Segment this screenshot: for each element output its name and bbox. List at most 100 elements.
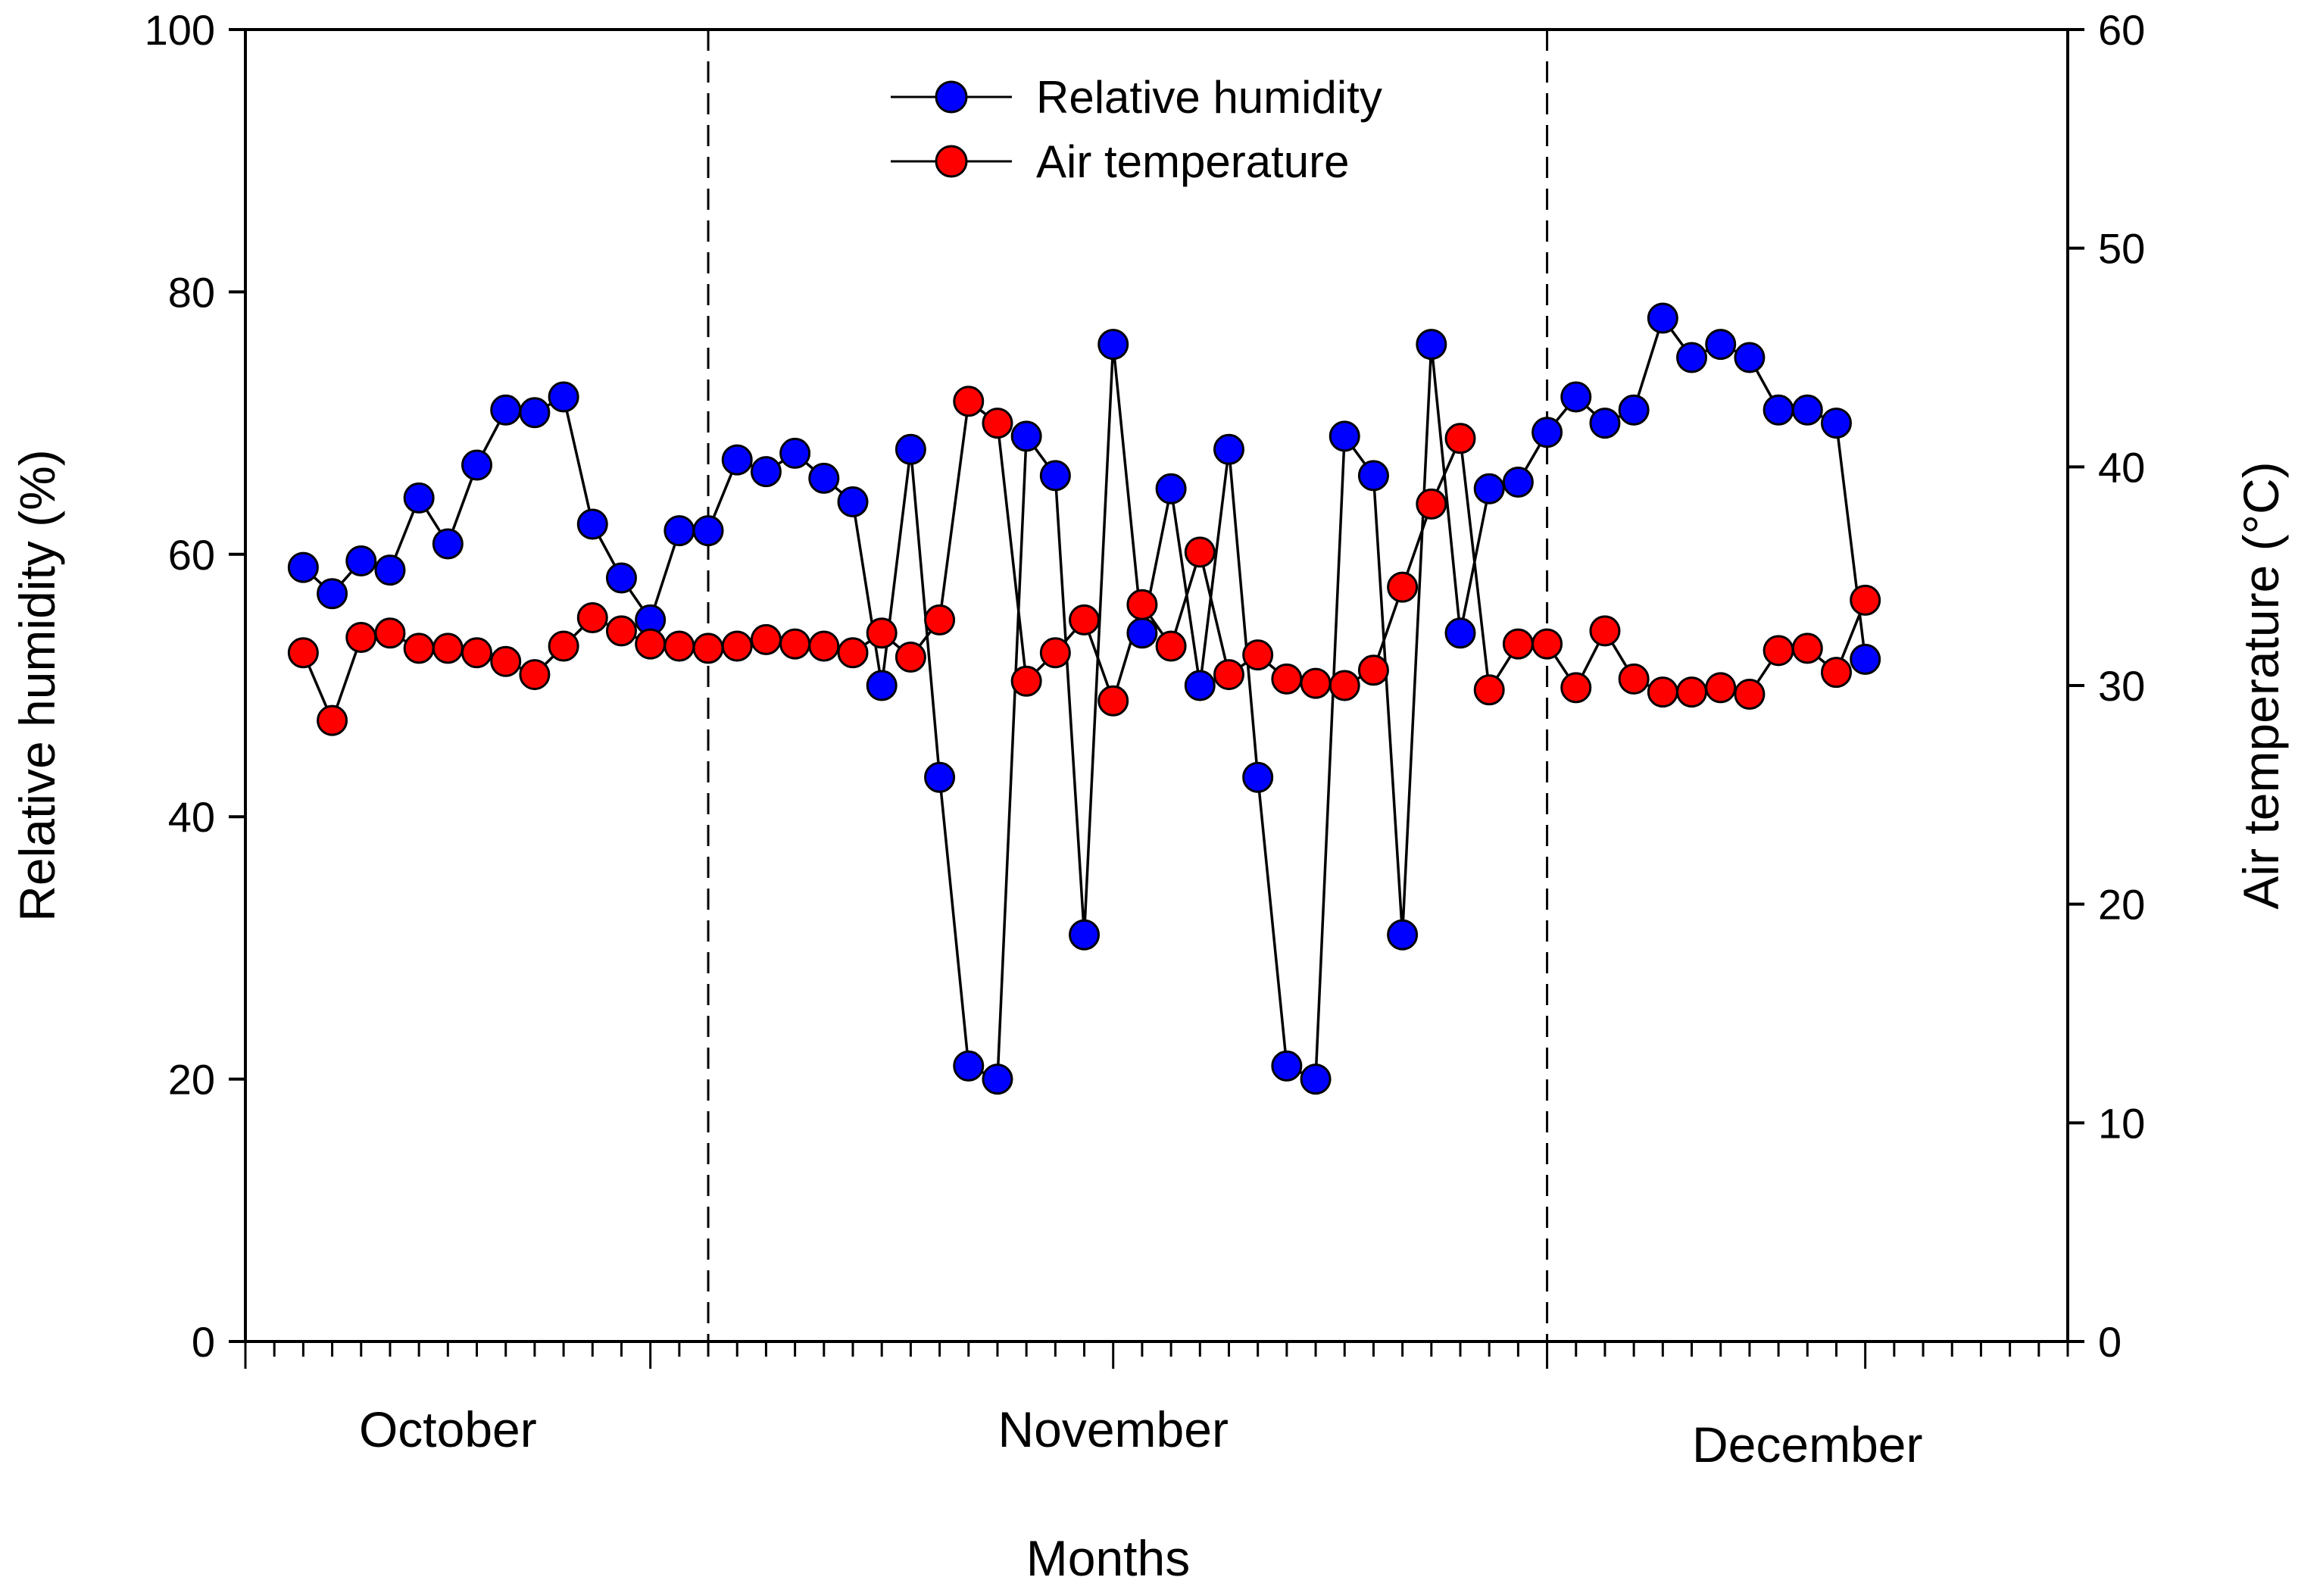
data-point-relative-humidity [490, 394, 522, 426]
data-point-air-temperature [1618, 663, 1650, 695]
data-point-relative-humidity [1850, 643, 1881, 675]
data-point-relative-humidity [548, 381, 579, 413]
y-axis-title-right: Air temperature (°C) [2233, 461, 2289, 909]
data-point-relative-humidity [1155, 473, 1187, 504]
data-point-air-temperature [1184, 536, 1216, 568]
month-label-december: December [1692, 1416, 1922, 1473]
data-point-relative-humidity [1271, 1050, 1303, 1082]
legend-label-air-temperature: Air temperature [1036, 136, 1350, 187]
y-tick-label-right: 20 [2098, 881, 2145, 929]
data-point-air-temperature [953, 386, 985, 417]
data-point-air-temperature [750, 623, 782, 655]
y-tick-label-left: 100 [145, 6, 215, 54]
data-point-relative-humidity [982, 1063, 1013, 1095]
data-point-relative-humidity [461, 449, 493, 481]
data-point-relative-humidity [1387, 919, 1419, 951]
data-point-relative-humidity [1647, 302, 1678, 334]
data-point-air-temperature [1850, 584, 1881, 616]
data-point-relative-humidity [605, 562, 637, 594]
data-point-air-temperature [1416, 488, 1447, 520]
y-tick-label-left: 60 [168, 531, 215, 579]
data-point-relative-humidity [1734, 342, 1766, 373]
data-point-air-temperature [692, 632, 724, 664]
data-point-air-temperature [1473, 674, 1505, 706]
data-point-relative-humidity [287, 551, 319, 583]
data-point-air-temperature [345, 621, 377, 653]
data-point-air-temperature [663, 630, 695, 662]
data-point-air-temperature [1097, 685, 1129, 717]
data-point-air-temperature [1213, 659, 1244, 691]
data-point-air-temperature [548, 630, 579, 662]
data-point-air-temperature [1387, 571, 1419, 603]
data-point-relative-humidity [1791, 394, 1823, 426]
data-point-air-temperature [1560, 672, 1592, 704]
data-point-air-temperature [1242, 639, 1274, 671]
data-point-relative-humidity [1184, 670, 1216, 701]
data-point-relative-humidity [808, 462, 840, 494]
data-point-relative-humidity [1069, 919, 1101, 951]
data-point-air-temperature [1734, 679, 1766, 711]
data-point-air-temperature [403, 632, 435, 664]
data-point-air-temperature [576, 602, 608, 634]
data-point-air-temperature [1126, 589, 1158, 620]
data-point-air-temperature [1300, 667, 1332, 699]
data-point-relative-humidity [895, 433, 926, 465]
y-tick-label-left: 0 [192, 1318, 215, 1366]
data-point-relative-humidity [1097, 329, 1129, 361]
y-tick-label-right: 60 [2098, 6, 2145, 54]
data-point-air-temperature [1791, 632, 1823, 664]
data-point-air-temperature [837, 637, 869, 669]
data-point-air-temperature [287, 637, 319, 669]
data-point-air-temperature [635, 628, 667, 660]
data-point-relative-humidity [432, 528, 464, 560]
data-point-relative-humidity [317, 578, 348, 610]
data-point-relative-humidity [576, 508, 608, 540]
data-point-relative-humidity [779, 437, 811, 469]
series [287, 302, 1881, 1095]
plot-frame [244, 28, 2069, 1343]
data-point-air-temperature [1010, 665, 1042, 697]
y-tick-label-left: 20 [168, 1056, 215, 1104]
data-point-relative-humidity [1213, 433, 1244, 465]
data-point-air-temperature [519, 659, 551, 691]
data-point-relative-humidity [1329, 420, 1360, 452]
month-label-november: November [998, 1401, 1228, 1457]
series-line-relative-humidity [302, 315, 1867, 1082]
data-point-relative-humidity [403, 482, 435, 514]
data-point-air-temperature [1676, 676, 1708, 708]
legend: Relative humidity Air temperature [891, 72, 1382, 187]
y-tick-label-right: 50 [2098, 225, 2145, 273]
data-point-air-temperature [1647, 676, 1678, 708]
data-point-air-temperature [895, 641, 926, 673]
data-point-air-temperature [1589, 615, 1621, 647]
data-point-air-temperature [1763, 635, 1794, 667]
data-point-air-temperature [1444, 423, 1476, 454]
data-point-relative-humidity [866, 670, 898, 701]
data-point-air-temperature [605, 615, 637, 647]
y-tick-label-right: 0 [2098, 1318, 2122, 1366]
y-tick-label-left: 40 [168, 793, 215, 841]
legend-marker-air-temperature [935, 145, 968, 178]
data-point-relative-humidity [924, 761, 956, 793]
y-tick-label-left: 80 [168, 268, 215, 316]
data-point-relative-humidity [721, 444, 753, 476]
data-point-relative-humidity [1618, 394, 1650, 426]
data-point-air-temperature [779, 628, 811, 660]
axes: 0 20 40 60 80 100 0 10 20 30 40 50 60 October November… [145, 6, 2146, 1473]
data-point-relative-humidity [837, 486, 869, 518]
y-tick-label-right: 10 [2098, 1099, 2145, 1147]
data-point-relative-humidity [345, 545, 377, 576]
data-point-air-temperature [432, 632, 464, 664]
data-point-relative-humidity [1820, 408, 1852, 439]
data-point-air-temperature [924, 604, 956, 636]
data-point-air-temperature [461, 637, 493, 669]
data-point-relative-humidity [1242, 761, 1274, 793]
data-point-air-temperature [1155, 630, 1187, 662]
data-point-air-temperature [1069, 604, 1101, 636]
data-point-relative-humidity [1039, 460, 1071, 492]
data-point-air-temperature [1705, 672, 1737, 704]
data-point-air-temperature [1271, 663, 1303, 695]
data-point-air-temperature [1502, 628, 1534, 660]
data-point-relative-humidity [1676, 342, 1708, 373]
